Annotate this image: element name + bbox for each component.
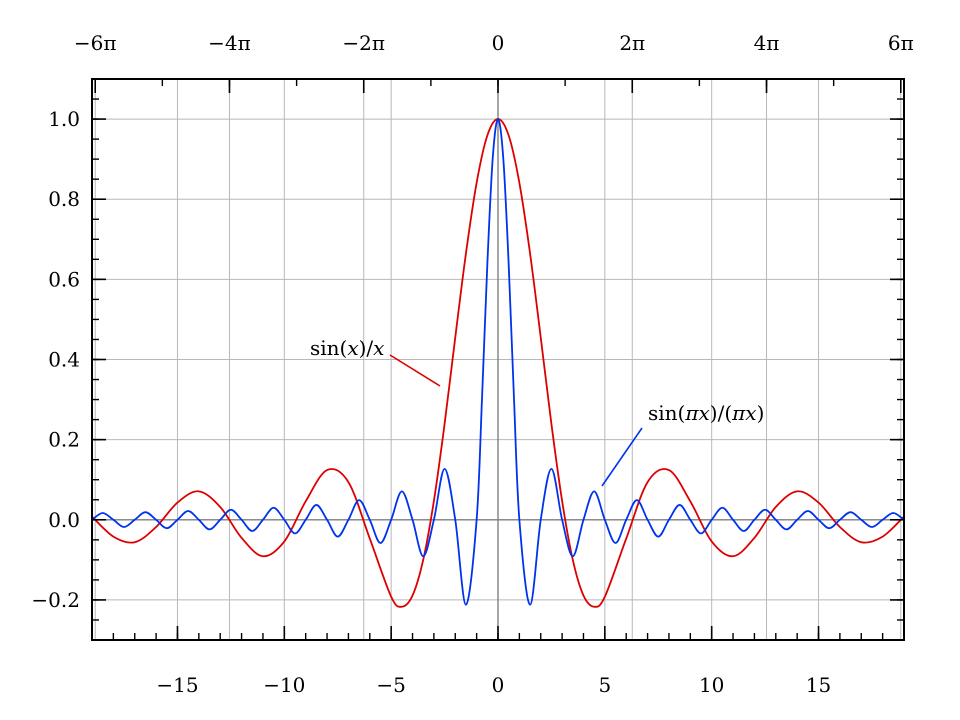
y-tick-label: 0.8	[48, 187, 80, 211]
y-tick-label: −0.2	[31, 588, 80, 612]
y-tick-label: 0.6	[48, 267, 80, 291]
y-tick-label: 0.0	[48, 508, 80, 532]
y-tick-label: 1.0	[48, 107, 80, 131]
series-line-normalized-sinc	[91, 118, 905, 606]
normalized-sinc-label: sin(πx)/(πx)	[648, 401, 764, 425]
x-tick-label: 0	[492, 673, 505, 697]
x-tick-label: −10	[263, 673, 305, 697]
x-tick-label: 15	[806, 673, 831, 697]
normalized-sinc-label-leader	[601, 427, 643, 487]
tick-marks	[91, 78, 905, 641]
x-top-tick-label: 2π	[619, 31, 645, 55]
x-tick-label: 10	[699, 673, 724, 697]
x-top-tick-label: −4π	[208, 31, 251, 55]
sinc-label-leader	[389, 354, 441, 387]
x-tick-label: −15	[156, 673, 198, 697]
x-tick-label: −5	[376, 673, 405, 697]
series-layer	[91, 118, 905, 608]
y-tick-label: 0.2	[48, 428, 80, 452]
y-tick-label: 0.4	[48, 348, 80, 372]
x-top-tick-label: 0	[492, 31, 505, 55]
x-tick-label: 5	[598, 673, 611, 697]
x-top-tick-label: 4π	[754, 31, 780, 55]
x-top-tick-label: −6π	[74, 31, 117, 55]
x-top-tick-label: 6π	[888, 31, 914, 55]
x-top-tick-label: −2π	[342, 31, 385, 55]
tick-labels: −15 −10 −5 0 5 10 15 −6π −4π −2π 0 2π 4π 6π −0.2 0.0 0.2…	[31, 31, 913, 697]
zero-lines	[92, 79, 904, 640]
sinc-label: sin(x)/x	[310, 336, 384, 360]
